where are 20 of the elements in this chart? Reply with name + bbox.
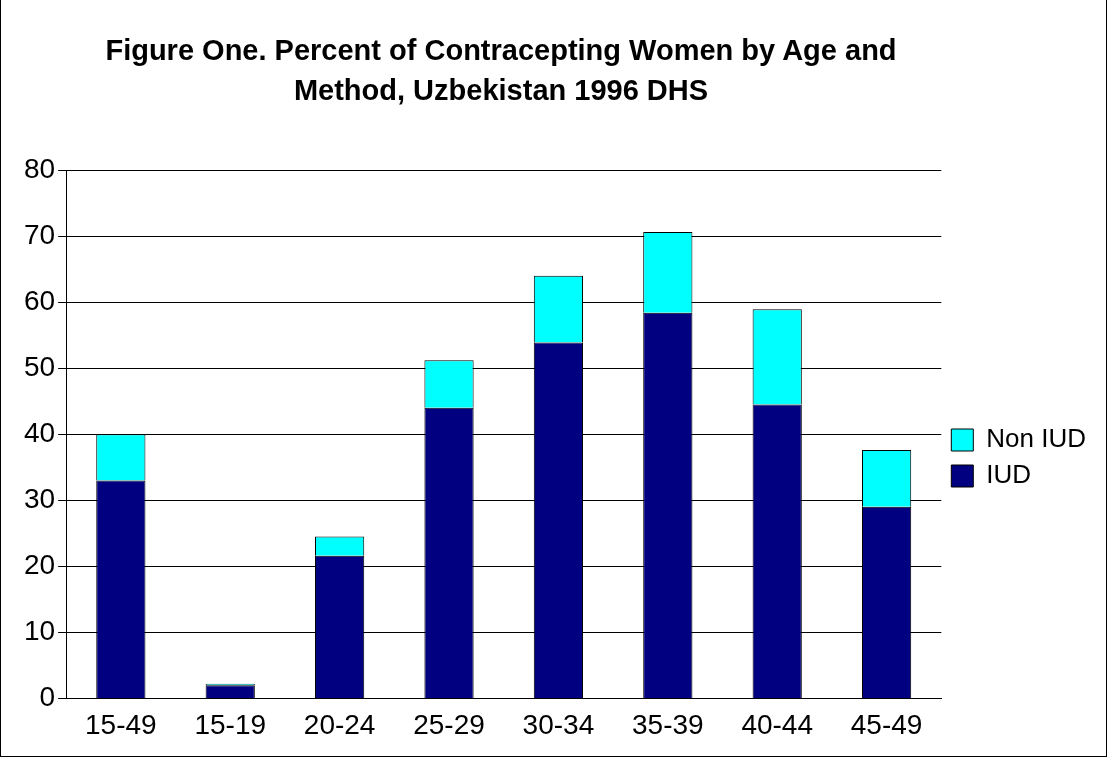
- x-tick-label: 45-49: [850, 708, 923, 740]
- x-tick-label: 25-29: [413, 708, 485, 740]
- y-tick-label: 0: [39, 681, 56, 713]
- y-tick-label: 60: [23, 284, 56, 316]
- y-tick-label: 20: [23, 549, 56, 581]
- y-tick-label: 40: [23, 416, 56, 448]
- chart-title: Figure One. Percent of Contracepting Women by Age and Method, Uzbekistan 1996 DHS: [104, 33, 898, 108]
- y-tick-label: 10: [23, 615, 56, 647]
- x-tick-label: 40-44: [741, 708, 814, 740]
- y-tick-label: 70: [23, 218, 56, 250]
- y-tick-label: 80: [23, 152, 56, 184]
- legend-label: Non IUD: [986, 423, 1087, 454]
- y-tick-label: 30: [23, 482, 56, 514]
- x-tick-label: 35-39: [632, 708, 704, 740]
- y-tick-label: 50: [23, 350, 56, 382]
- x-tick-label: 15-49: [85, 708, 157, 740]
- x-tick-label: 20-24: [303, 708, 376, 740]
- legend-label: IUD: [986, 459, 1032, 490]
- x-tick-label: 15-19: [194, 708, 267, 740]
- x-tick-label: 30-34: [522, 708, 595, 740]
